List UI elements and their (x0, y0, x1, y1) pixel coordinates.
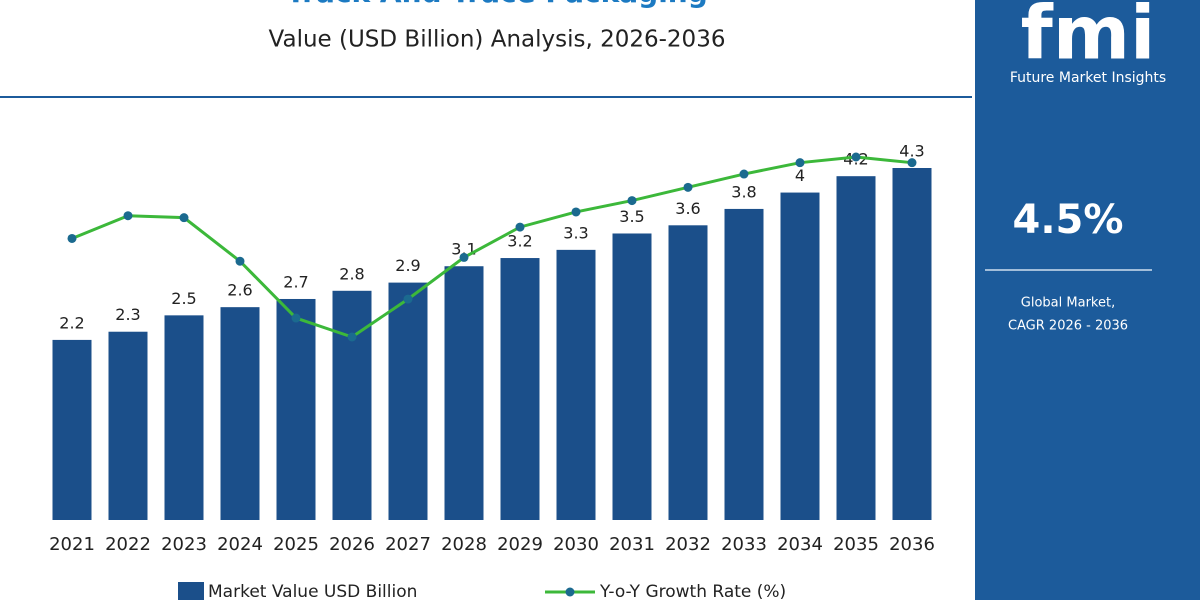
legend-label: Y-o-Y Growth Rate (%) (599, 582, 786, 600)
data-label: 2.6 (227, 281, 252, 300)
data-label: 3.3 (563, 223, 588, 242)
data-label: 2.3 (115, 305, 140, 324)
data-label: 3.6 (675, 199, 700, 218)
bar (164, 315, 204, 520)
x-tick-label: 2021 (49, 534, 95, 555)
cagr-caption: CAGR 2026 - 2036 (1008, 319, 1128, 334)
legend-label: Market Value USD Billion (208, 582, 417, 600)
growth-line (71, 155, 913, 339)
x-tick-label: 2023 (161, 534, 207, 555)
data-label: 2.5 (171, 289, 196, 308)
data-label: 4 (795, 166, 805, 185)
x-tick-label: 2022 (105, 534, 151, 555)
growth-marker (907, 158, 917, 168)
x-tick-label: 2028 (441, 534, 487, 555)
bar (276, 298, 316, 520)
bar (556, 249, 596, 520)
bar (444, 266, 484, 520)
growth-marker (291, 313, 301, 323)
growth-marker (403, 294, 413, 304)
chart-subtitle: Value (USD Billion) Analysis, 2026-2036 (269, 27, 726, 53)
x-tick-label: 2027 (385, 534, 431, 555)
bar (892, 168, 932, 520)
growth-marker (627, 196, 637, 206)
brand-name: Future Market Insights (1010, 70, 1166, 86)
bar (332, 290, 372, 520)
growth-marker (179, 213, 189, 223)
growth-marker (515, 222, 525, 232)
x-tick-label: 2033 (721, 534, 767, 555)
data-label: 3.5 (619, 207, 644, 226)
data-label: 2.7 (283, 272, 308, 291)
bar (612, 233, 652, 520)
chart-title: Track And Trace Packaging (286, 0, 708, 9)
bar (724, 208, 764, 520)
x-tick-label: 2034 (777, 534, 823, 555)
data-label: 3.8 (731, 182, 756, 201)
x-tick-label: 2036 (889, 534, 935, 555)
legend-swatch (178, 582, 204, 600)
bar (500, 258, 540, 520)
bar (668, 225, 708, 521)
x-tick-label: 2032 (665, 534, 711, 555)
growth-marker (739, 169, 749, 179)
legend-swatch (565, 587, 575, 597)
x-tick-label: 2024 (217, 534, 263, 555)
bar (108, 331, 148, 520)
x-tick-label: 2031 (609, 534, 655, 555)
cagr-caption: Global Market, (1021, 296, 1115, 311)
bar (220, 307, 260, 520)
growth-marker (67, 233, 77, 243)
data-label: 2.2 (59, 313, 84, 332)
data-label: 3.2 (507, 232, 532, 251)
growth-marker (347, 332, 357, 342)
sidebar (975, 0, 1200, 600)
growth-marker (123, 211, 133, 221)
bar (52, 339, 92, 520)
growth-marker (795, 158, 805, 168)
growth-marker (235, 256, 245, 266)
bar (780, 192, 820, 520)
growth-marker (571, 207, 581, 217)
growth-marker (851, 152, 861, 162)
x-tick-label: 2026 (329, 534, 375, 555)
x-tick-label: 2029 (497, 534, 543, 555)
x-tick-label: 2030 (553, 534, 599, 555)
x-tick-label: 2025 (273, 534, 319, 555)
growth-marker (683, 182, 693, 192)
data-label: 2.8 (339, 264, 364, 283)
cagr-value: 4.5% (1013, 197, 1124, 243)
data-label: 4.3 (899, 142, 924, 161)
x-tick-label: 2035 (833, 534, 879, 555)
bar (836, 176, 876, 521)
bar (388, 282, 428, 520)
data-label: 2.9 (395, 256, 420, 275)
growth-marker (459, 252, 469, 262)
logo: fmi (1021, 0, 1156, 77)
